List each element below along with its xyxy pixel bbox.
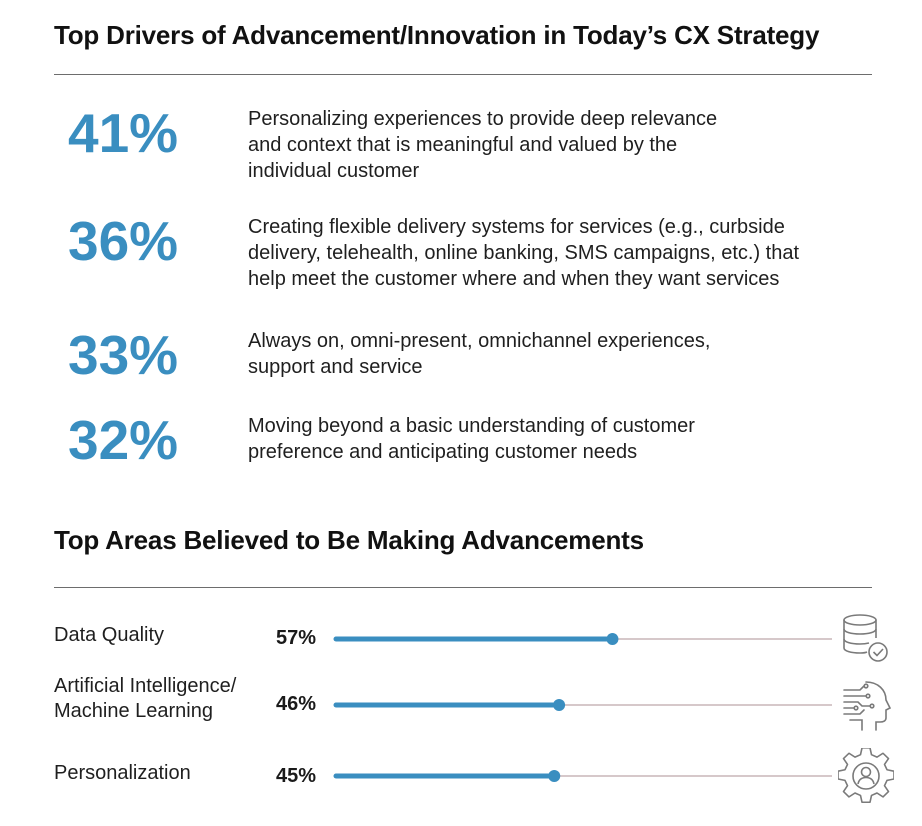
gear-person-icon <box>837 747 895 809</box>
section-title-areas: Top Areas Believed to Be Making Advancem… <box>54 525 644 555</box>
driver-description: Moving beyond a basic understanding of c… <box>248 413 868 465</box>
bar-end-marker <box>606 633 619 645</box>
area-label: Artificial Intelligence/ Machine Learnin… <box>54 674 236 724</box>
description-line: individual customer <box>248 160 420 182</box>
description-line: support and service <box>248 356 423 378</box>
area-label: Personalization <box>54 761 191 786</box>
area-label: Data Quality <box>54 623 164 648</box>
ai-head-icon <box>840 678 894 737</box>
bar-end-marker <box>553 699 566 711</box>
driver-percent: 33% <box>68 324 179 386</box>
database-check-icon <box>838 612 892 671</box>
description-line: Personalizing experiences to provide dee… <box>248 108 718 130</box>
description-line: Moving beyond a basic understanding of c… <box>248 415 695 437</box>
description-line: delivery, telehealth, online banking, SM… <box>248 242 800 264</box>
driver-description: Personalizing experiences to provide dee… <box>248 106 868 184</box>
data-label: 57% <box>276 627 317 649</box>
area-label-line: Artificial Intelligence/ <box>54 675 237 697</box>
data-label: 46% <box>276 693 317 715</box>
description-line: Always on, omni-present, omnichannel exp… <box>248 330 711 352</box>
description-line: help meet the customer where and when th… <box>248 268 780 290</box>
data-label: 45% <box>276 765 317 787</box>
area-label-line: Personalization <box>54 762 191 784</box>
divider <box>54 587 872 588</box>
description-line: and context that is meaningful and value… <box>248 134 678 156</box>
driver-percent: 41% <box>68 102 179 164</box>
area-label-line: Machine Learning <box>54 700 213 722</box>
area-label-line: Data Quality <box>54 624 165 646</box>
driver-description: Always on, omni-present, omnichannel exp… <box>248 328 868 380</box>
description-line: Creating flexible delivery systems for s… <box>248 216 785 238</box>
bar-end-marker <box>548 770 561 782</box>
driver-percent: 32% <box>68 409 179 471</box>
description-line: preference and anticipating customer nee… <box>248 441 638 463</box>
driver-percent: 36% <box>68 210 179 272</box>
driver-description: Creating flexible delivery systems for s… <box>248 214 868 292</box>
section-title-drivers: Top Drivers of Advancement/Innovation in… <box>54 20 820 50</box>
divider <box>54 74 872 75</box>
